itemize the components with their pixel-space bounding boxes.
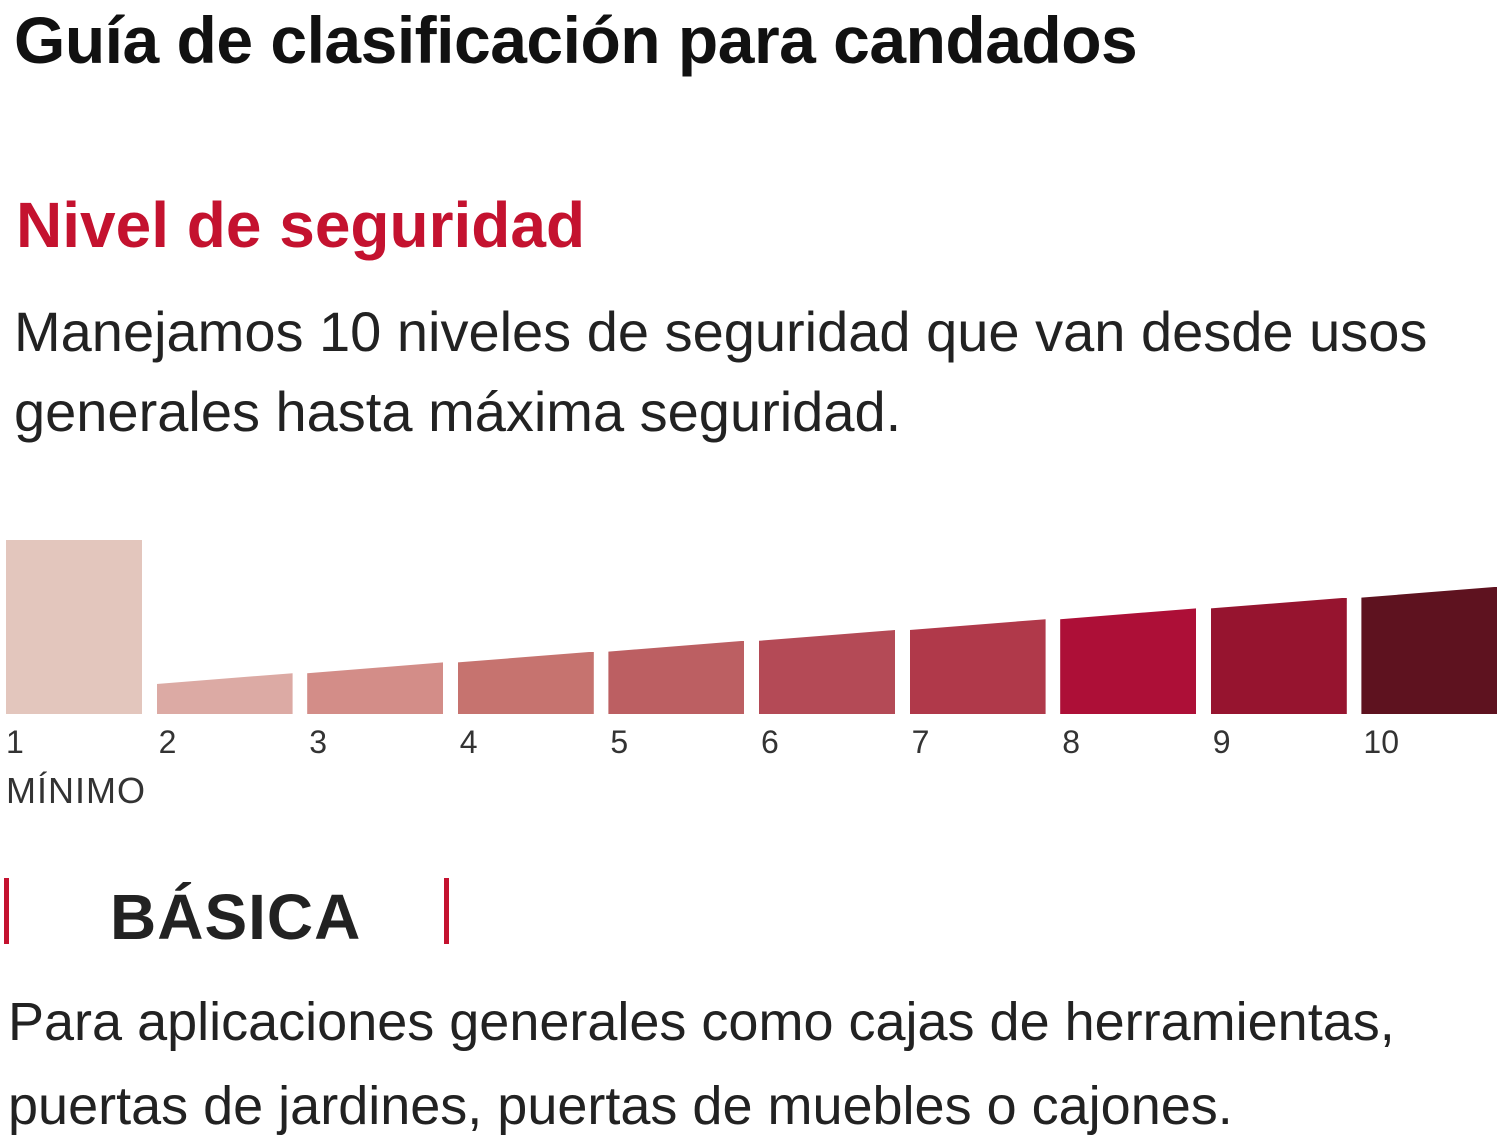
level-number-1: 1 — [6, 724, 24, 760]
level-number-9: 9 — [1212, 724, 1231, 760]
level-bar-1 — [6, 540, 142, 714]
level-bar-5 — [608, 640, 745, 714]
level-bar-6 — [759, 630, 895, 714]
level-number-7: 7 — [911, 724, 930, 760]
level-number-2: 2 — [158, 724, 177, 760]
level-bar-3 — [307, 662, 444, 714]
level-name: BÁSICA — [110, 881, 362, 953]
level-bar-4 — [457, 651, 594, 714]
security-level-scale — [0, 520, 1500, 720]
level-number-4: 4 — [459, 724, 478, 760]
right-bracket-divider — [444, 878, 449, 944]
level-bar-7 — [909, 619, 1046, 714]
page-title: Guía de clasificación para candados — [14, 3, 1138, 77]
level-bar-2 — [156, 673, 293, 714]
level-number-5: 5 — [610, 724, 629, 760]
left-bracket-divider — [4, 878, 9, 944]
intro-text: Manejamos 10 niveles de seguridad que va… — [14, 300, 1428, 443]
level-number-6: 6 — [761, 724, 779, 760]
level-number-10: 10 — [1363, 724, 1399, 760]
level-number-3: 3 — [309, 724, 327, 760]
section-subtitle: Nivel de seguridad — [16, 189, 586, 261]
level-bar-8 — [1060, 608, 1197, 714]
level-description: Para aplicaciones generales como cajas d… — [8, 992, 1395, 1136]
level-number-8: 8 — [1062, 724, 1080, 760]
level-bar-10 — [1361, 586, 1498, 714]
level-bar-9 — [1210, 597, 1347, 714]
minimum-label: MÍNIMO — [6, 770, 146, 811]
